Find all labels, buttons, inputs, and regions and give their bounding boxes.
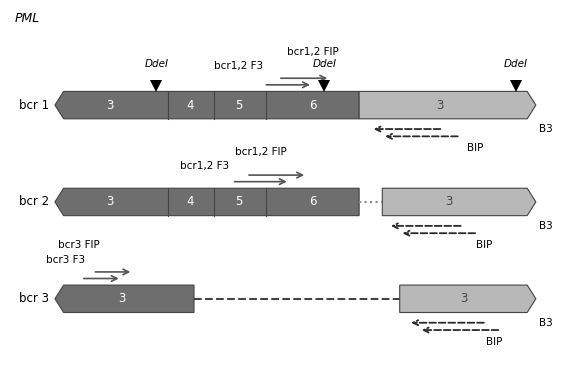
Text: bcr3 F3: bcr3 F3 [46, 255, 85, 265]
Text: B3: B3 [539, 221, 552, 231]
Polygon shape [55, 91, 359, 119]
Text: bcr 1: bcr 1 [19, 99, 49, 112]
Text: BIP: BIP [486, 336, 503, 347]
Text: 6: 6 [309, 99, 316, 112]
Text: B3: B3 [539, 124, 552, 134]
Polygon shape [383, 188, 536, 216]
Text: 5: 5 [236, 196, 243, 209]
Text: bcr1,2 FIP: bcr1,2 FIP [235, 147, 286, 157]
Text: bcr1,2 F3: bcr1,2 F3 [214, 61, 263, 71]
Text: DdeI: DdeI [144, 59, 168, 69]
Text: 3: 3 [436, 99, 444, 112]
Text: BIP: BIP [467, 143, 483, 153]
Text: 3: 3 [106, 196, 113, 209]
Text: DdeI: DdeI [504, 59, 528, 69]
Polygon shape [359, 91, 536, 119]
Polygon shape [55, 188, 359, 216]
Text: 3: 3 [118, 292, 125, 305]
Text: 3: 3 [106, 99, 113, 112]
Text: 4: 4 [186, 99, 194, 112]
Text: B3: B3 [539, 318, 552, 328]
Text: 6: 6 [309, 196, 316, 209]
Text: BIP: BIP [476, 240, 492, 250]
Polygon shape [55, 285, 194, 312]
Text: bcr1,2 F3: bcr1,2 F3 [180, 161, 229, 171]
Text: DdeI: DdeI [312, 59, 336, 69]
Text: 5: 5 [236, 99, 243, 112]
Text: 3: 3 [445, 196, 453, 209]
Text: bcr1,2 FIP: bcr1,2 FIP [287, 47, 339, 57]
Text: PML: PML [15, 12, 40, 25]
Text: bcr3 FIP: bcr3 FIP [58, 240, 99, 250]
Text: 3: 3 [460, 292, 467, 305]
Text: 4: 4 [186, 196, 194, 209]
Polygon shape [400, 285, 536, 312]
Text: bcr 3: bcr 3 [19, 292, 49, 305]
Text: bcr 2: bcr 2 [19, 196, 49, 209]
